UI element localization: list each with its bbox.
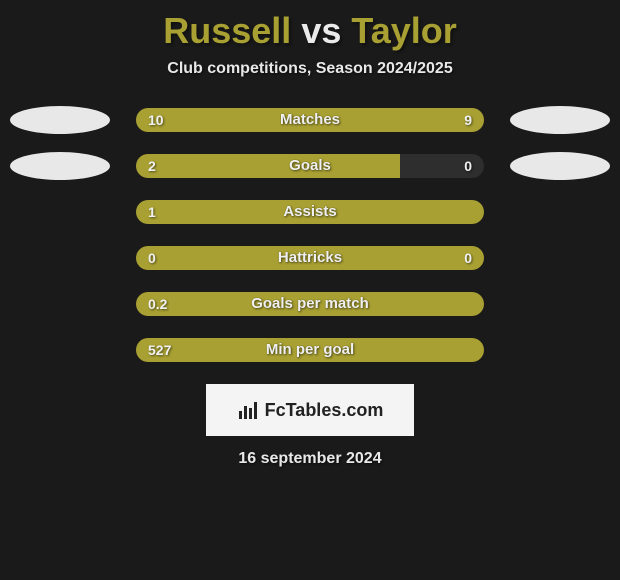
stat-row: Min per goal527 [0, 338, 620, 362]
stat-bar: Goals20 [136, 154, 484, 178]
bar-segment-p1 [136, 154, 400, 178]
page-title: Russell vs Taylor [0, 0, 620, 52]
bar-segment-p1 [136, 246, 484, 270]
stat-row: Goals20 [0, 154, 620, 178]
stat-bar: Min per goal527 [136, 338, 484, 362]
stat-row: Matches109 [0, 108, 620, 132]
stat-row: Goals per match0.2 [0, 292, 620, 316]
bar-segment-p1 [136, 108, 319, 132]
logo-text: FcTables.com [265, 400, 384, 421]
stat-bar: Hattricks00 [136, 246, 484, 270]
stats-container: Matches109 Goals20 Assists1 Hattricks00 Goal… [0, 108, 620, 362]
bar-segment-p1 [136, 338, 484, 362]
team-badge-right [510, 106, 610, 134]
stat-bar: Assists1 [136, 200, 484, 224]
bar-chart-icon [237, 399, 259, 421]
title-player1: Russell [163, 10, 291, 51]
stat-bar: Goals per match0.2 [136, 292, 484, 316]
subtitle: Club competitions, Season 2024/2025 [0, 60, 620, 78]
date-label: 16 september 2024 [0, 450, 620, 468]
title-vs: vs [301, 10, 341, 51]
stat-bar: Matches109 [136, 108, 484, 132]
bar-segment-p1 [136, 292, 484, 316]
bar-segment-p1 [136, 200, 484, 224]
title-player2: Taylor [351, 10, 456, 51]
stat-value-p2: 0 [464, 154, 472, 178]
team-badge-left [10, 106, 110, 134]
stat-row: Hattricks00 [0, 246, 620, 270]
bar-segment-p2 [319, 108, 484, 132]
stat-row: Assists1 [0, 200, 620, 224]
logo-box: FcTables.com [206, 384, 414, 436]
team-badge-left [10, 152, 110, 180]
team-badge-right [510, 152, 610, 180]
